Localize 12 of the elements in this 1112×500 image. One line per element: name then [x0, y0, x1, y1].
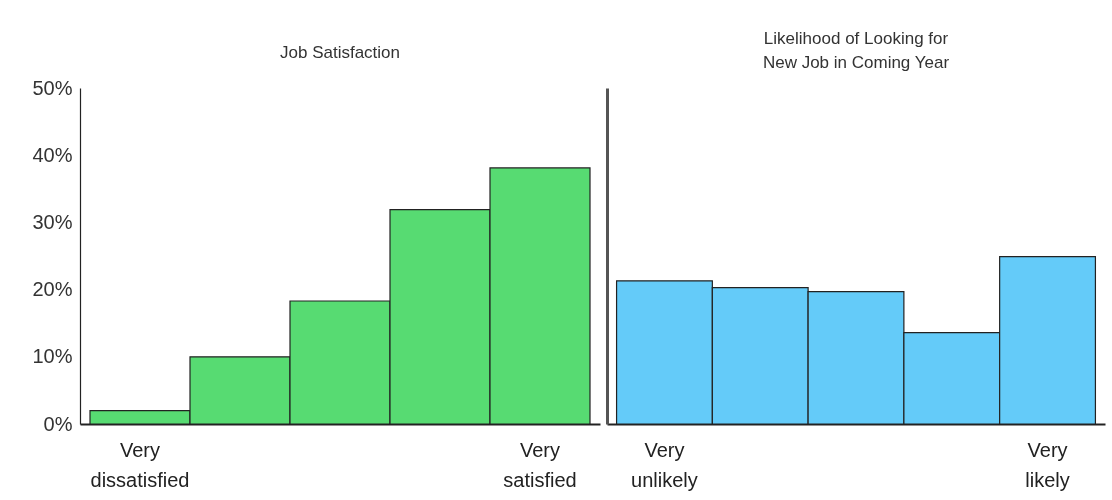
x-tick-label: Very satisfied: [503, 438, 577, 491]
y-tick-label: 50%: [32, 76, 73, 99]
chart-title: Likelihood of Looking for New Job in Coming Year: [762, 29, 950, 72]
y-tick-label: 0%: [43, 412, 73, 435]
y-tick-label: 20%: [32, 278, 73, 301]
chart-title: Job Satisfaction: [279, 43, 401, 62]
y-tick-label: 10%: [32, 345, 73, 368]
x-tick-label: Very dissatisfied: [90, 438, 190, 491]
x-tick-label: Very unlikely: [631, 438, 698, 491]
y-tick-label: 40%: [32, 143, 73, 166]
x-tick-label: Very likely: [1025, 438, 1070, 491]
y-tick-label: 30%: [32, 210, 73, 233]
